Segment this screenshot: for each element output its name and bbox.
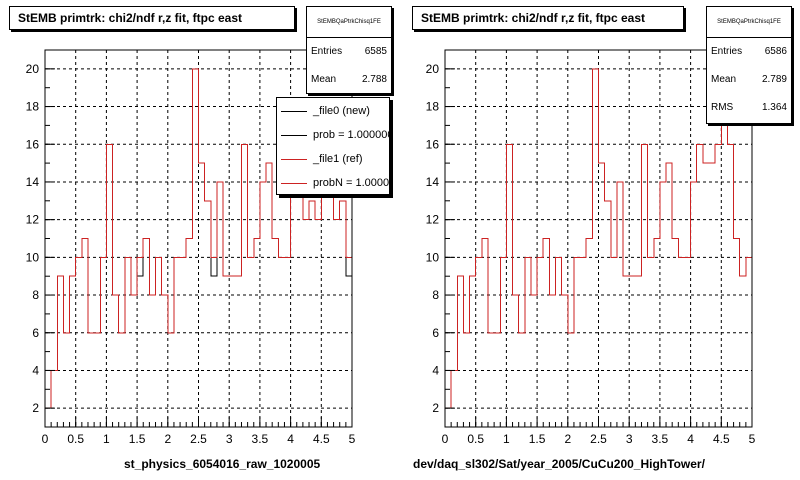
left-x-tick-label: 2.5 [190,432,207,446]
right-x-tick-label: 4 [687,432,694,446]
right-y-tick-label: 16 [426,137,440,151]
right-x-tick-label: 0 [442,432,449,446]
left-y-tick-label: 4 [32,363,39,377]
legend-label-file0: _file0 (new) [313,105,370,117]
right-y-tick-label: 20 [426,62,440,76]
right-y-tick-label: 14 [426,175,440,189]
right-series-0 [445,68,752,409]
left-y-tick-label: 16 [26,137,40,151]
right-y-tick-label: 12 [426,213,440,227]
legend-item-file0: _file0 (new) [277,99,389,123]
right-x-tick-label: 1 [503,432,510,446]
left-plot-title: StEMB primtrk: chi2/ndf r,z fit, ftpc ea… [9,6,295,30]
legend-label-file1: _file1 (ref) [313,153,363,165]
right-plot-title: StEMB primtrk: chi2/ndf r,z fit, ftpc ea… [412,6,684,30]
legend-swatch-file0 [281,110,307,112]
right-stats-rms-row: RMS 1.364 [707,94,791,122]
right-x-tick-label: 5 [749,432,756,446]
right-stats-mean-row: Mean 2.789 [707,66,791,94]
right-y-tick-label: 2 [432,401,439,415]
left-stats-entries-row: Entries 6585 [307,38,391,66]
right-x-tick-label: 1.5 [529,432,546,446]
right-stats-mean-value: 2.789 [761,74,787,85]
left-x-tick-label: 0.5 [67,432,84,446]
right-x-tick-label: 2 [564,432,571,446]
right-x-tick-label: 2.5 [590,432,607,446]
right-y-tick-label: 4 [432,363,439,377]
left-stats-entries-value: 6585 [364,46,387,57]
left-stats-entries-label: Entries [311,46,343,57]
left-x-tick-label: 3.5 [252,432,269,446]
right-histogram-plot: 0 0.5 1 1.5 2 2.5 3 3.5 4 4.5 5 2 4 6 8 10 12 14 16 18 20 [426,49,756,446]
left-y-tick-label: 14 [26,175,40,189]
right-y-tick-label: 10 [426,250,440,264]
left-y-tick-label: 2 [32,401,39,415]
left-legend: _file0 (new) prob = 1.000000 _file1 (ref… [276,97,390,195]
left-x-tick-label: 2 [164,432,171,446]
left-x-tick-label: 1.5 [129,432,146,446]
right-stats-mean-label: Mean [711,74,737,85]
legend-swatch-probn [281,182,307,184]
legend-label-probn: probN = 1.000000 [313,177,390,189]
right-x-tick-label: 3.5 [652,432,669,446]
right-x-tick-label: 3 [626,432,633,446]
left-x-tick-label: 4.5 [313,432,330,446]
left-stats-mean-label: Mean [311,74,337,85]
left-y-tick-label: 10 [26,250,40,264]
left-x-tick-label: 4 [287,432,294,446]
legend-item-prob: prob = 1.000000 [277,123,389,147]
left-x-tick-label: 3 [226,432,233,446]
right-x-axis-label: dev/daq_sl302/Sat/year_2005/CuCu200_High… [413,457,705,471]
right-stats-rms-value: 1.364 [761,102,787,113]
right-stats-entries-value: 6586 [764,46,787,57]
right-x-tick-label: 0.5 [467,432,484,446]
left-y-tick-label: 18 [26,100,40,114]
right-stats-entries-row: Entries 6586 [707,38,791,66]
left-x-tick-label: 1 [103,432,110,446]
left-x-tick-label: 5 [349,432,356,446]
legend-swatch-file1 [281,158,307,160]
right-y-tick-label: 18 [426,100,440,114]
right-stats-name: StEMBQaPtrkChisq1FE [707,7,791,38]
right-y-tick-label: 8 [432,288,439,302]
legend-item-probn: probN = 1.000000 [277,171,390,194]
right-stats-entries-label: Entries [711,46,743,57]
legend-swatch-prob [281,134,307,136]
left-y-tick-label: 8 [32,288,39,302]
left-y-tick-label: 20 [26,62,40,76]
right-stats-rms-label: RMS [711,102,734,113]
legend-label-prob: prob = 1.000000 [313,129,390,141]
left-y-tick-label: 6 [32,326,39,340]
left-x-axis-label: st_physics_6054016_raw_1020005 [124,457,321,471]
right-x-tick-label: 4.5 [713,432,730,446]
right-y-tick-label: 6 [432,326,439,340]
left-stats-name: StEMBQaPtrkChisq1FE [307,7,391,38]
left-stats-box: StEMBQaPtrkChisq1FE Entries 6585 Mean 2.… [306,6,392,94]
left-stats-mean-value: 2.788 [361,74,387,85]
right-stats-box: StEMBQaPtrkChisq1FE Entries 6586 Mean 2.… [706,6,792,124]
legend-item-file1: _file1 (ref) [277,147,389,171]
left-y-tick-label: 12 [26,213,40,227]
left-x-tick-label: 0 [42,432,49,446]
left-stats-mean-row: Mean 2.788 [307,66,391,94]
